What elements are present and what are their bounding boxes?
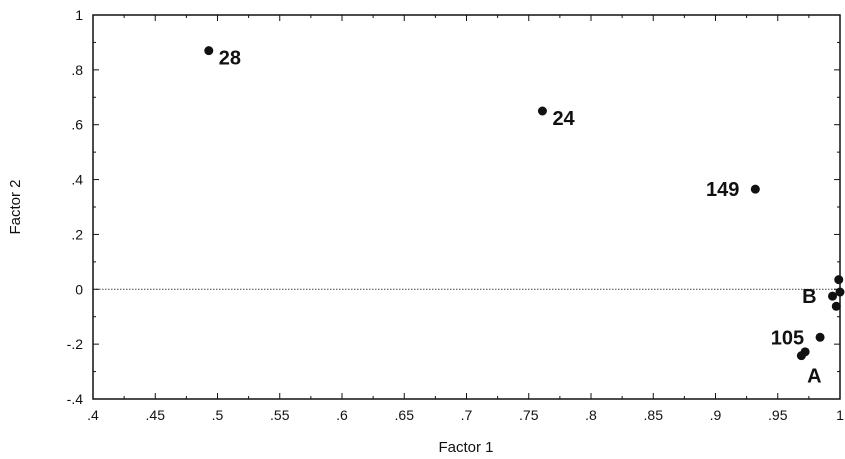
y-tick-label: .8	[71, 62, 83, 78]
x-tick-label: .7	[461, 407, 473, 423]
point-label: 149	[706, 179, 739, 201]
data-points	[204, 46, 845, 361]
y-axis-ticks: -.4 -.2 0 .2 .4 .6 .8 1	[67, 7, 840, 407]
x-tick-label: .5	[212, 407, 224, 423]
x-axis-ticks: .4 .45 .5 .55 .6 .65 .7 .75 .8 .85 .9 .95 1	[87, 15, 844, 423]
x-tick-label: .8	[585, 407, 597, 423]
point-label: A	[807, 366, 821, 388]
x-tick-label: 1	[836, 407, 844, 423]
x-tick-label: .85	[644, 407, 664, 423]
point-label: B	[802, 286, 816, 308]
y-tick-label: 1	[75, 7, 83, 23]
data-point	[537, 106, 547, 116]
y-tick-label: .6	[71, 117, 83, 133]
y-tick-label: .2	[71, 226, 83, 242]
x-tick-label: .65	[395, 407, 415, 423]
data-point	[834, 275, 844, 285]
x-tick-label: .9	[710, 407, 722, 423]
point-label: 28	[219, 48, 241, 70]
y-tick-label: 0	[75, 281, 83, 297]
point-label: 105	[771, 327, 804, 349]
data-point	[750, 184, 760, 194]
x-tick-label: .95	[768, 407, 788, 423]
y-tick-label: -.4	[67, 391, 84, 407]
x-tick-label: .75	[519, 407, 539, 423]
x-tick-label: .45	[146, 407, 166, 423]
x-tick-label: .55	[270, 407, 290, 423]
data-point	[815, 332, 825, 342]
y-axis-title: Factor 2	[7, 179, 24, 234]
plot-frame	[92, 14, 841, 400]
data-point	[796, 351, 806, 361]
point-label: 24	[552, 108, 575, 130]
data-point	[831, 301, 841, 311]
x-tick-label: .6	[336, 407, 348, 423]
x-axis-title: Factor 1	[438, 439, 493, 456]
y-tick-label: -.2	[67, 336, 84, 352]
x-tick-label: .4	[87, 407, 99, 423]
data-point	[835, 287, 845, 297]
y-tick-label: .4	[71, 172, 83, 188]
data-point	[204, 46, 214, 56]
data-point	[828, 291, 838, 301]
